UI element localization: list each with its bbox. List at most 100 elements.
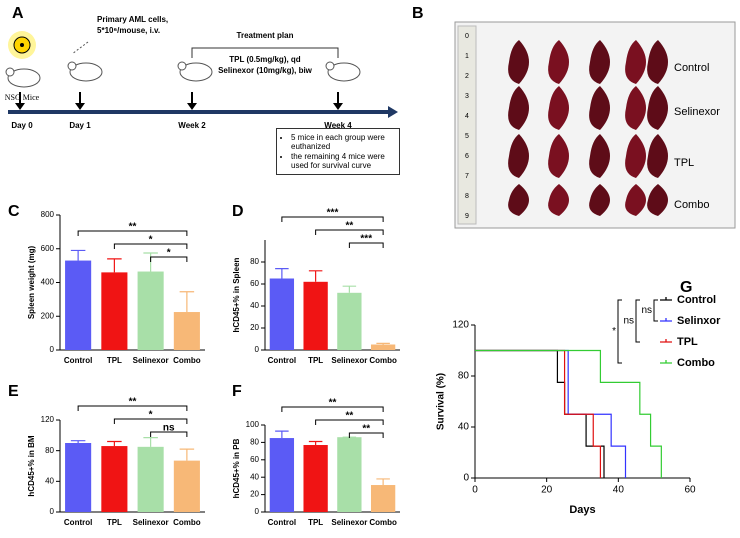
significance-bracket bbox=[113, 243, 188, 249]
spleen bbox=[647, 40, 668, 84]
x-tick-label: 20 bbox=[541, 485, 553, 496]
significance-label: *** bbox=[327, 208, 339, 219]
significance-bracket bbox=[315, 419, 384, 425]
bar bbox=[370, 344, 396, 350]
ruler-label: 9 bbox=[465, 213, 469, 220]
ruler-label: 6 bbox=[465, 153, 469, 160]
y-tick-label: 0 bbox=[463, 473, 469, 484]
significance-bracket bbox=[77, 405, 188, 411]
spleen bbox=[625, 86, 646, 130]
spleen bbox=[589, 134, 610, 178]
ruler-label: 4 bbox=[465, 113, 469, 120]
plan-bracket bbox=[191, 47, 339, 58]
significance-label: ** bbox=[329, 398, 337, 409]
significance-bracket bbox=[348, 432, 384, 438]
panel-letter: D bbox=[232, 203, 244, 220]
survival-line bbox=[475, 349, 662, 478]
bar bbox=[101, 446, 128, 512]
bar bbox=[65, 260, 92, 350]
significance-bracket bbox=[281, 406, 384, 412]
spleen bbox=[508, 40, 529, 84]
spleen bbox=[625, 134, 646, 178]
error-bar bbox=[107, 440, 122, 447]
x-tick-label: TPL bbox=[107, 518, 122, 527]
spleen bbox=[625, 40, 646, 84]
ruler-label: 7 bbox=[465, 173, 469, 180]
timepoint: Week 4 bbox=[324, 121, 352, 130]
spleen bbox=[548, 134, 569, 178]
significance-label: * bbox=[167, 248, 171, 259]
spleen bbox=[508, 134, 529, 178]
y-tick-label: 120 bbox=[41, 415, 55, 424]
significance-bracket bbox=[113, 418, 188, 424]
significance-bracket bbox=[635, 299, 640, 343]
error-bar bbox=[342, 285, 357, 293]
survival-line bbox=[475, 349, 627, 478]
bar bbox=[137, 446, 164, 512]
ruler-labels: 0 1 2 3 4 5 6 7 8 9 bbox=[465, 33, 469, 220]
bar bbox=[65, 443, 92, 512]
significance-bracket bbox=[315, 229, 384, 235]
x-axis-label: Days bbox=[569, 504, 595, 516]
significance-label: ** bbox=[362, 424, 370, 435]
y-tick-label: 600 bbox=[41, 244, 55, 253]
panel-letter: F bbox=[232, 383, 242, 400]
y-tick-label: 20 bbox=[250, 490, 259, 499]
y-axis-label: hCD45+% in BM bbox=[27, 435, 36, 496]
error-bar bbox=[179, 291, 195, 313]
x-tick-label: Control bbox=[268, 518, 296, 527]
legend-swatch bbox=[660, 339, 672, 343]
significance-label: * bbox=[612, 326, 616, 337]
significance-bracket bbox=[77, 230, 188, 236]
y-tick-label: 60 bbox=[250, 455, 259, 464]
ruler-label: 8 bbox=[465, 193, 469, 200]
mice bbox=[5, 61, 361, 88]
spleen bbox=[647, 134, 668, 178]
time-arrows bbox=[19, 92, 339, 106]
y-tick-label: 800 bbox=[41, 210, 55, 219]
significance-bracket bbox=[281, 216, 384, 222]
y-tick-label: 80 bbox=[250, 438, 259, 447]
significance-label: * bbox=[149, 235, 153, 246]
bar bbox=[173, 312, 200, 350]
error-bar bbox=[179, 448, 195, 461]
error-bar bbox=[107, 258, 122, 273]
spleen bbox=[589, 184, 610, 216]
legend-label: Selinxor bbox=[677, 315, 721, 327]
group-label: TPL bbox=[674, 157, 694, 169]
bar bbox=[337, 292, 362, 350]
timepoint: Day 0 bbox=[11, 121, 33, 130]
y-tick-label: 40 bbox=[458, 422, 470, 433]
y-tick-label: 80 bbox=[458, 371, 470, 382]
significance-label: ** bbox=[129, 397, 137, 408]
significance-label: *** bbox=[360, 234, 372, 245]
y-axis-label: hCD45+% in PB bbox=[232, 438, 241, 498]
y-tick-label: 200 bbox=[41, 311, 55, 320]
bar bbox=[337, 437, 362, 512]
timepoint: Day 1 bbox=[69, 121, 91, 130]
x-tick-label: Selinexor bbox=[133, 356, 169, 365]
y-tick-label: 40 bbox=[250, 472, 259, 481]
error-bar bbox=[275, 268, 289, 279]
y-tick-label: 0 bbox=[50, 345, 55, 354]
plan-text: Selinexor (10mg/kg), biw bbox=[218, 66, 313, 75]
x-tick-label: Control bbox=[64, 356, 92, 365]
significance-bracket bbox=[617, 299, 622, 364]
error-bar bbox=[308, 440, 323, 446]
x-tick-label: 60 bbox=[684, 485, 696, 496]
timeline-arrow bbox=[388, 106, 398, 118]
significance-label: ns bbox=[623, 316, 634, 327]
bar bbox=[303, 445, 328, 512]
error-bar bbox=[70, 249, 86, 261]
significance-label: ** bbox=[345, 221, 353, 232]
significance-label: ns bbox=[163, 423, 175, 434]
y-tick-label: 400 bbox=[41, 278, 55, 287]
bar bbox=[137, 271, 164, 350]
legend-swatch bbox=[660, 297, 672, 301]
legend-label: Control bbox=[677, 294, 716, 306]
error-bar bbox=[308, 270, 323, 282]
y-tick-label: 40 bbox=[250, 301, 259, 310]
significance-label: ** bbox=[345, 411, 353, 422]
y-tick-label: 100 bbox=[246, 420, 260, 429]
